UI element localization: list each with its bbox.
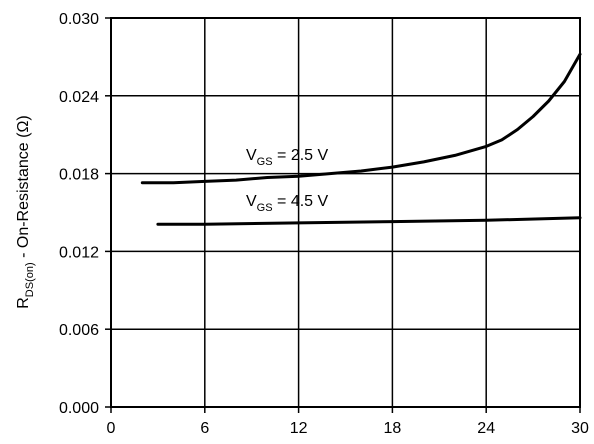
x-tick-label: 6 [200,420,209,437]
y-tick-label: 0.030 [59,11,99,28]
grid-lines [111,18,580,407]
y-tick-label: 0.018 [59,167,99,184]
series-label-vgs-2p5: VGS = 2.5 V [246,147,329,168]
y-tick-label: 0.012 [59,244,99,261]
y-tick-label: 0.024 [59,89,99,106]
x-tick-label: 12 [290,420,308,437]
series-line-1 [156,216,582,226]
series-lines [140,52,582,226]
y-tick-label: 0.006 [59,322,99,339]
y-tick-label: 0.000 [59,400,99,417]
series-line-0 [140,52,582,185]
x-tick-label: 18 [384,420,402,437]
plot-frame [110,17,581,408]
x-tick-label: 30 [571,420,589,437]
x-tick-labels: 0 6 12 18 24 30 [107,407,589,437]
y-axis-label: RDS(on) - On-Resistance (Ω) [15,115,36,309]
x-tick-label: 0 [107,420,116,437]
x-tick-label: 24 [477,420,495,437]
y-tick-labels: 0.000 0.006 0.012 0.018 0.024 0.030 [59,11,111,417]
series-label-vgs-4p5: VGS = 4.5 V [246,193,329,214]
